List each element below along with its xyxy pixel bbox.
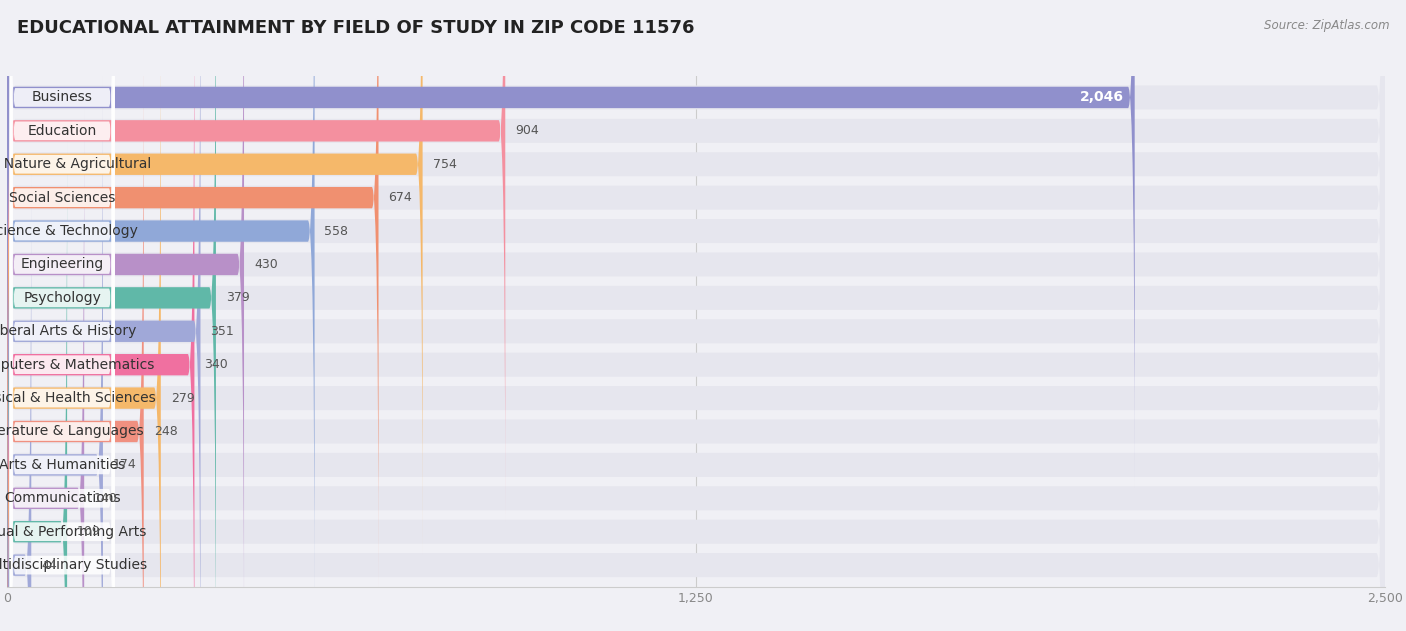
FancyBboxPatch shape <box>10 0 114 456</box>
FancyBboxPatch shape <box>10 207 114 631</box>
FancyBboxPatch shape <box>7 43 1385 631</box>
Text: 754: 754 <box>433 158 457 171</box>
FancyBboxPatch shape <box>7 0 1135 488</box>
Text: 279: 279 <box>170 392 194 404</box>
Text: 340: 340 <box>204 358 228 371</box>
Text: Visual & Performing Arts: Visual & Performing Arts <box>0 525 146 539</box>
Text: 558: 558 <box>325 225 349 237</box>
Text: 351: 351 <box>211 325 235 338</box>
Text: Arts & Humanities: Arts & Humanities <box>0 458 125 472</box>
FancyBboxPatch shape <box>7 0 378 588</box>
FancyBboxPatch shape <box>7 0 1385 631</box>
FancyBboxPatch shape <box>7 0 1385 620</box>
FancyBboxPatch shape <box>7 41 143 631</box>
FancyBboxPatch shape <box>7 0 1385 631</box>
Text: Psychology: Psychology <box>24 291 101 305</box>
FancyBboxPatch shape <box>7 0 194 631</box>
Text: Engineering: Engineering <box>21 257 104 271</box>
FancyBboxPatch shape <box>10 0 114 522</box>
FancyBboxPatch shape <box>7 0 1385 631</box>
FancyBboxPatch shape <box>7 0 245 631</box>
Text: EDUCATIONAL ATTAINMENT BY FIELD OF STUDY IN ZIP CODE 11576: EDUCATIONAL ATTAINMENT BY FIELD OF STUDY… <box>17 19 695 37</box>
Text: 140: 140 <box>94 492 118 505</box>
FancyBboxPatch shape <box>7 0 1385 631</box>
Text: Social Sciences: Social Sciences <box>8 191 115 204</box>
FancyBboxPatch shape <box>7 108 84 631</box>
FancyBboxPatch shape <box>7 0 315 622</box>
FancyBboxPatch shape <box>7 0 1385 631</box>
FancyBboxPatch shape <box>10 240 114 631</box>
FancyBboxPatch shape <box>7 0 505 521</box>
FancyBboxPatch shape <box>10 174 114 631</box>
FancyBboxPatch shape <box>10 0 114 556</box>
Text: Physical & Health Sciences: Physical & Health Sciences <box>0 391 156 405</box>
FancyBboxPatch shape <box>7 9 1385 631</box>
Text: 44: 44 <box>41 558 58 572</box>
FancyBboxPatch shape <box>7 0 1385 631</box>
FancyBboxPatch shape <box>10 140 114 631</box>
Text: 379: 379 <box>226 292 250 304</box>
FancyBboxPatch shape <box>10 6 114 631</box>
FancyBboxPatch shape <box>7 0 1385 586</box>
Text: Multidisciplinary Studies: Multidisciplinary Studies <box>0 558 146 572</box>
Text: 904: 904 <box>515 124 538 138</box>
Text: 430: 430 <box>254 258 278 271</box>
FancyBboxPatch shape <box>10 40 114 631</box>
Text: Bio, Nature & Agricultural: Bio, Nature & Agricultural <box>0 157 152 171</box>
FancyBboxPatch shape <box>7 74 103 631</box>
FancyBboxPatch shape <box>7 76 1385 631</box>
FancyBboxPatch shape <box>10 0 114 589</box>
Text: 674: 674 <box>388 191 412 204</box>
Text: 2,046: 2,046 <box>1080 90 1123 105</box>
FancyBboxPatch shape <box>7 0 1385 631</box>
FancyBboxPatch shape <box>7 0 423 555</box>
FancyBboxPatch shape <box>10 0 114 489</box>
Text: Source: ZipAtlas.com: Source: ZipAtlas.com <box>1264 19 1389 32</box>
FancyBboxPatch shape <box>7 0 217 631</box>
FancyBboxPatch shape <box>7 0 1385 631</box>
FancyBboxPatch shape <box>7 141 67 631</box>
FancyBboxPatch shape <box>7 0 1385 631</box>
FancyBboxPatch shape <box>10 73 114 631</box>
Text: 248: 248 <box>153 425 177 438</box>
Text: Literature & Languages: Literature & Languages <box>0 425 143 439</box>
Text: Computers & Mathematics: Computers & Mathematics <box>0 358 155 372</box>
FancyBboxPatch shape <box>7 0 201 631</box>
FancyBboxPatch shape <box>7 175 31 631</box>
FancyBboxPatch shape <box>10 107 114 631</box>
FancyBboxPatch shape <box>7 8 160 631</box>
Text: 109: 109 <box>77 525 101 538</box>
FancyBboxPatch shape <box>7 0 1385 631</box>
FancyBboxPatch shape <box>10 0 114 623</box>
Text: Science & Technology: Science & Technology <box>0 224 138 238</box>
Text: Communications: Communications <box>4 492 121 505</box>
Text: Education: Education <box>28 124 97 138</box>
Text: Liberal Arts & History: Liberal Arts & History <box>0 324 136 338</box>
Text: Business: Business <box>32 90 93 105</box>
Text: 174: 174 <box>112 458 136 471</box>
FancyBboxPatch shape <box>10 0 114 422</box>
